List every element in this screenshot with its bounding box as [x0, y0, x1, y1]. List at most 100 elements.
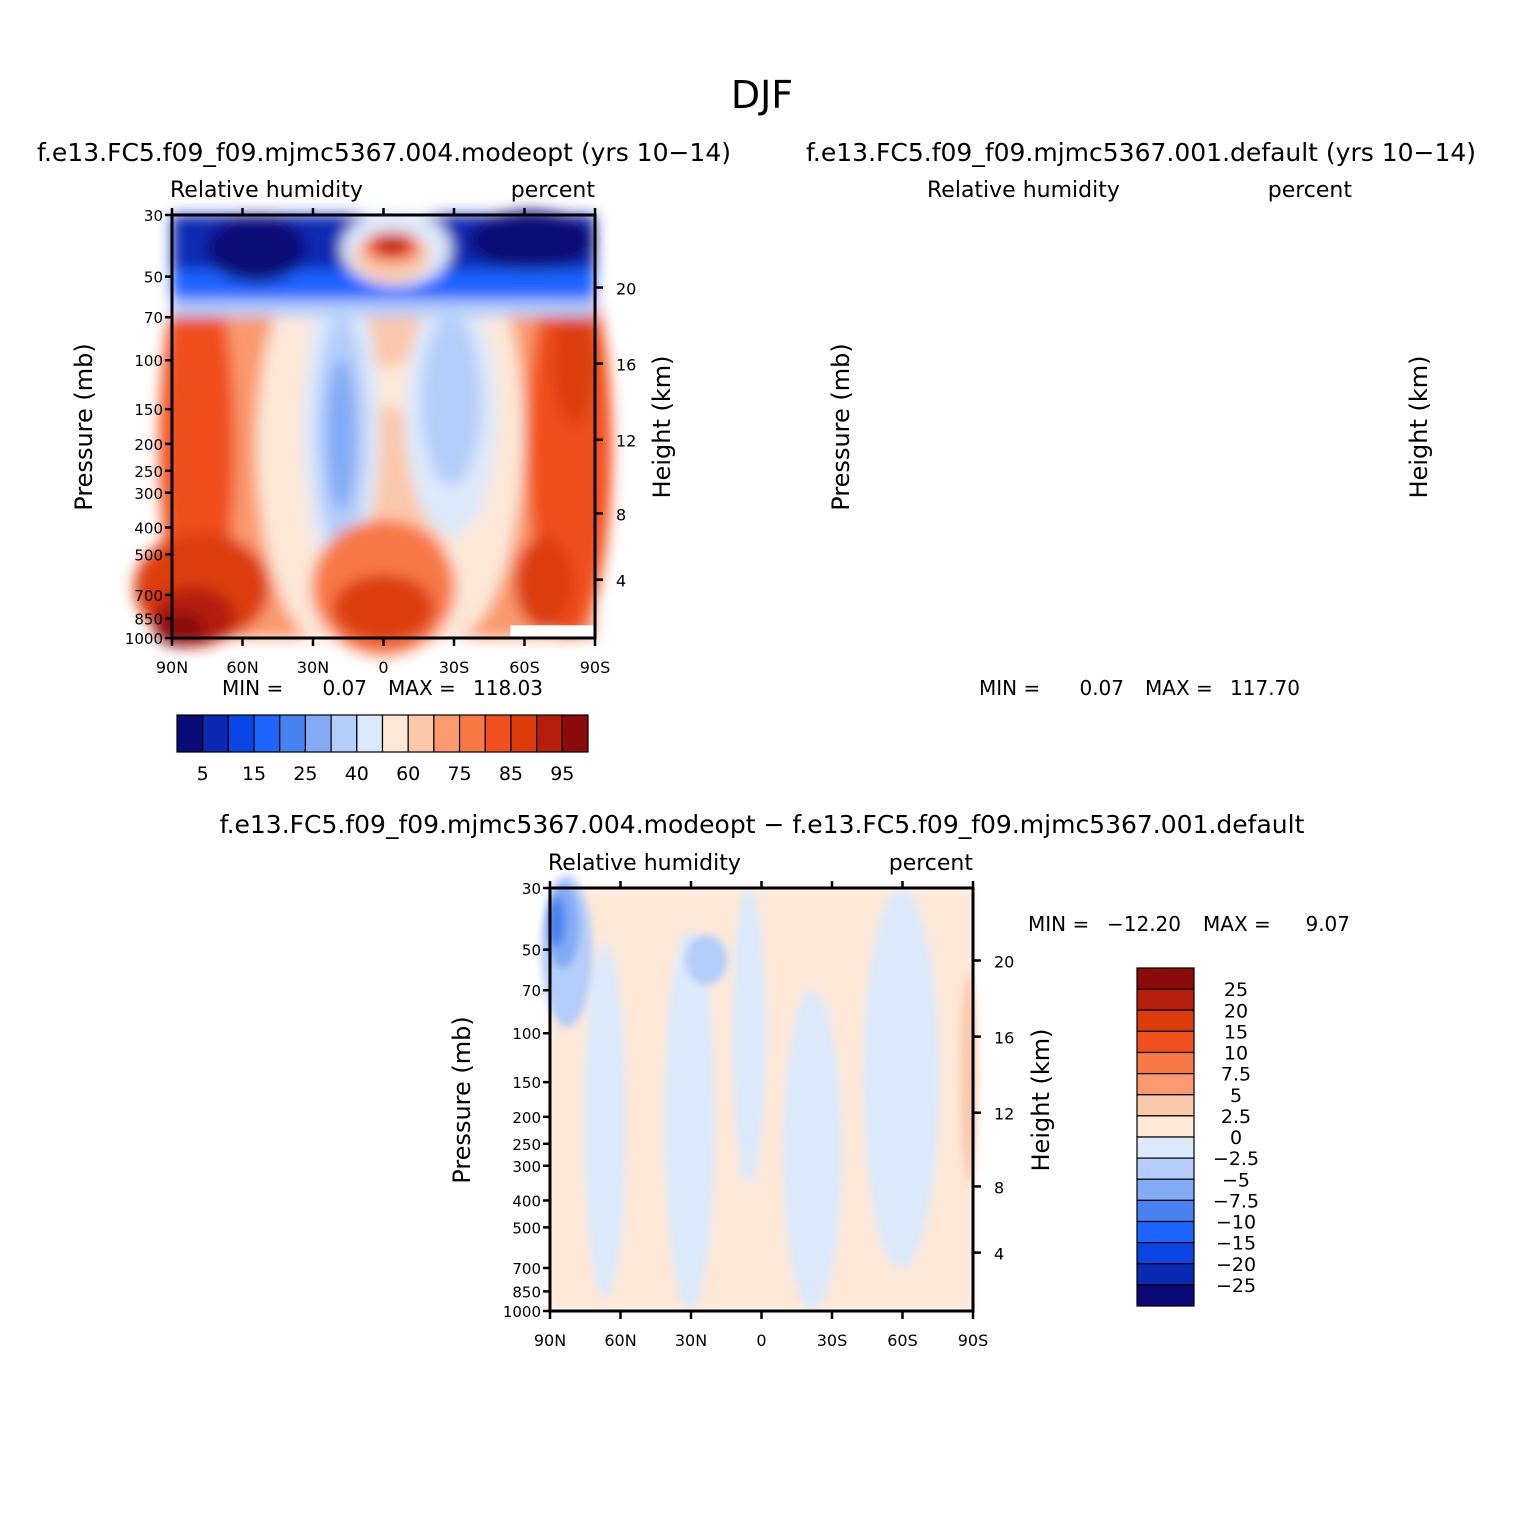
y-axis-label: Pressure (mb) — [448, 1016, 476, 1183]
x-tick-label: 90N — [156, 658, 188, 677]
colorbar-label: 40 — [345, 763, 369, 785]
y-tick-label: 250 — [512, 1136, 541, 1154]
colorbar-swatch — [1136, 1284, 1195, 1307]
colorbar-swatch — [1136, 1051, 1195, 1075]
colorbar-swatch — [1136, 1136, 1195, 1159]
colorbar-swatch — [381, 714, 409, 753]
colorbar-swatch — [304, 714, 332, 753]
colorbar-swatch — [1136, 1263, 1195, 1286]
colorbar-swatch — [458, 714, 486, 753]
colorbar-swatch — [279, 714, 307, 753]
colorbar-label: −5 — [1222, 1169, 1250, 1191]
y-right-tick-label: 20 — [994, 953, 1014, 972]
x-tick-label: 30N — [297, 658, 329, 677]
colorbar-label: 15 — [242, 763, 266, 785]
colorbar-label: 15 — [1224, 1021, 1248, 1043]
y-right-tick-label: 12 — [616, 432, 636, 451]
colorbar-swatch — [176, 714, 204, 753]
min-value: 0.07 — [322, 676, 367, 700]
y-axis-right-label: Height (km) — [1027, 1029, 1055, 1172]
colorbar-label: −7.5 — [1213, 1190, 1259, 1212]
x-tick-label: 0 — [756, 1331, 766, 1350]
stats-readout: MIN = 0.07 MAX = 117.70 — [979, 676, 1300, 700]
max-value: 117.70 — [1230, 676, 1300, 700]
y-tick-label: 100 — [512, 1025, 541, 1043]
y-axis-label: Pressure (mb) — [70, 343, 98, 510]
y-tick-label: 300 — [134, 485, 163, 503]
page-title: DJF — [731, 73, 793, 117]
max-label: MAX = — [1203, 912, 1271, 936]
colorbar-swatch — [484, 714, 512, 753]
y-tick-label: 70 — [144, 309, 163, 327]
y-tick-label: 250 — [134, 463, 163, 481]
colorbar-label: 10 — [1224, 1043, 1248, 1065]
plot-field — [133, 210, 612, 660]
x-tick-label: 30S — [439, 658, 470, 677]
y-right-tick-label: 12 — [994, 1105, 1014, 1124]
y-right-tick-label: 16 — [994, 1029, 1014, 1048]
colorbar-swatch — [1136, 1030, 1195, 1054]
colorbar-swatch — [536, 714, 563, 753]
y-right-tick-label: 20 — [616, 280, 636, 299]
colorbar-swatch — [561, 714, 589, 753]
y-axis-right-label: Height (km) — [648, 356, 676, 499]
y-tick-label: 70 — [522, 982, 541, 1000]
max-value: 9.07 — [1305, 912, 1350, 936]
colorbar-label: −25 — [1216, 1275, 1256, 1297]
panel-title: f.e13.FC5.f09_f09.mjmc5367.001.default (… — [806, 138, 1476, 167]
colorbar-label: 25 — [1224, 979, 1248, 1001]
y-tick-label: 100 — [134, 352, 163, 370]
colorbar-swatch — [1136, 1199, 1195, 1223]
y-tick-label: 400 — [134, 519, 163, 537]
colorbar-swatch — [202, 714, 229, 753]
variable-label: Relative humidity — [927, 178, 1120, 203]
colorbar-label: 5 — [1230, 1085, 1242, 1107]
min-label: MIN = — [222, 676, 283, 700]
min-value: 0.07 — [1079, 676, 1124, 700]
colorbar-swatch — [407, 714, 435, 753]
max-label: MAX = — [1145, 676, 1213, 700]
units-label: percent — [889, 851, 974, 876]
y-right-tick-label: 16 — [616, 356, 636, 375]
y-tick-label: 500 — [134, 546, 163, 564]
x-tick-label: 60N — [226, 658, 258, 677]
x-tick-label: 30S — [817, 1331, 848, 1350]
min-label: MIN = — [1028, 912, 1089, 936]
panel-modeopt: f.e13.FC5.f09_f09.mjmc5367.004.modeopt (… — [37, 138, 731, 785]
x-tick-label: 30N — [675, 1331, 707, 1350]
colorbar-swatch — [433, 714, 461, 753]
colorbar-swatch — [330, 714, 358, 753]
panel-title: f.e13.FC5.f09_f09.mjmc5367.004.modeopt (… — [37, 138, 731, 167]
x-tick-label: 60S — [887, 1331, 918, 1350]
colorbar-label: −10 — [1216, 1212, 1256, 1234]
colorbar-label: 2.5 — [1221, 1106, 1251, 1128]
colorbar-swatch — [1136, 1157, 1195, 1180]
y-tick-label: 400 — [512, 1192, 541, 1210]
max-value: 118.03 — [473, 676, 543, 700]
colorbar-swatch — [1136, 1178, 1195, 1201]
colorbar-swatch — [1136, 1009, 1195, 1032]
units-label: percent — [511, 178, 596, 203]
y-tick-label: 50 — [522, 942, 541, 960]
colorbar-label: 20 — [1224, 1000, 1248, 1022]
y-axis-right-label: Height (km) — [1405, 356, 1433, 499]
units-label: percent — [1268, 178, 1353, 203]
x-tick-label: 60N — [604, 1331, 636, 1350]
y-right-tick-label: 4 — [994, 1245, 1004, 1264]
x-tick-label: 60S — [509, 658, 540, 677]
panel-title: f.e13.FC5.f09_f09.mjmc5367.004.modeopt −… — [220, 810, 1305, 839]
colorbar-label: 5 — [197, 763, 209, 785]
x-tick-label: 0 — [378, 658, 388, 677]
stats-readout: MIN = −12.20 MAX = 9.07 — [1028, 912, 1350, 936]
y-tick-label: 30 — [522, 880, 541, 898]
axes: 30 50 70 100 150 200 250 300 400 500 700 850 1000 20 1… — [125, 207, 637, 677]
y-tick-label: 1000 — [125, 630, 163, 648]
y-tick-label: 200 — [134, 436, 163, 454]
colorbar-label: 75 — [447, 763, 471, 785]
y-tick-label: 700 — [512, 1260, 541, 1278]
x-tick-label: 90S — [958, 1331, 989, 1350]
colorbar-swatch — [1136, 1073, 1195, 1096]
colorbar-label: −2.5 — [1213, 1148, 1259, 1170]
